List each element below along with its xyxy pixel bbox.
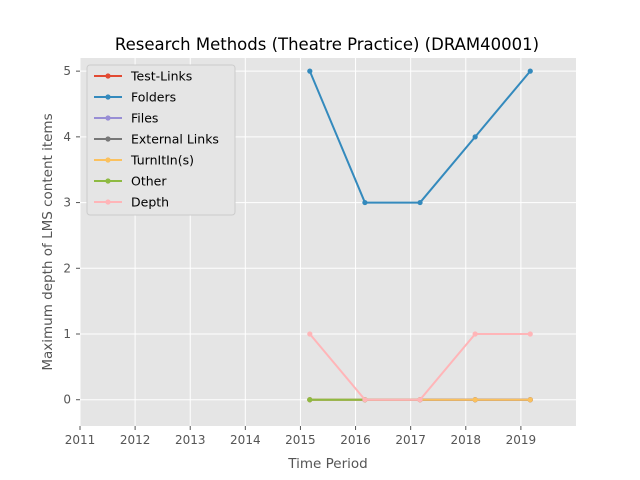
data-point (472, 134, 478, 140)
data-point (472, 397, 478, 403)
legend-marker (105, 94, 111, 100)
data-point (527, 68, 533, 74)
data-point (417, 199, 423, 206)
series-lines (307, 68, 533, 403)
series-folders (307, 68, 533, 206)
legend-label: Files (131, 111, 158, 126)
data-point (417, 397, 423, 403)
legend-label: Depth (131, 195, 169, 210)
axis-ticks: 2011 2012 2013 2014 2015 2016 2017 2018 2019 0 1 2 3… (63, 64, 536, 447)
legend-marker (105, 115, 111, 121)
legend-item: External Links (94, 132, 219, 147)
legend-label: Other (131, 174, 167, 189)
y-tick-label: 0 (63, 393, 71, 407)
legend-marker (105, 73, 111, 79)
y-tick-label: 1 (63, 327, 71, 341)
x-tick-label: 2011 (65, 433, 96, 447)
legend-item: Test-Links (94, 69, 192, 84)
legend-marker (105, 178, 111, 184)
y-tick-label: 5 (63, 64, 71, 78)
y-tick-label: 3 (63, 196, 71, 210)
y-tick-label: 4 (63, 130, 71, 144)
data-point (472, 331, 478, 337)
legend-item: Depth (94, 195, 169, 210)
x-tick-label: 2018 (451, 433, 482, 447)
x-tick-label: 2017 (395, 433, 426, 447)
x-tick-label: 2015 (285, 433, 316, 447)
chart-title: Research Methods (Theatre Practice) (DRA… (115, 35, 539, 54)
series-depth (307, 331, 533, 403)
data-point (307, 397, 313, 403)
data-point (307, 331, 313, 337)
legend: Test-Links Folders Files External Links Turn… (86, 64, 236, 216)
data-point (527, 397, 533, 403)
data-point (307, 68, 313, 74)
data-point (362, 397, 368, 403)
legend-label: External Links (131, 132, 219, 147)
x-tick-label: 2016 (340, 433, 371, 447)
data-point (362, 199, 368, 206)
legend-item: Folders (94, 90, 176, 105)
legend-label: Test-Links (130, 69, 192, 84)
legend-marker (105, 136, 111, 142)
legend-label: TurnItIn(s) (130, 153, 194, 168)
y-tick-label: 2 (63, 261, 71, 275)
x-tick-label: 2013 (175, 433, 206, 447)
legend-item: Other (94, 174, 167, 189)
y-axis-label: Maximum depth of LMS content items (40, 113, 56, 370)
legend-marker (105, 157, 111, 163)
x-axis-label: Time Period (287, 456, 367, 472)
legend-item: TurnItIn(s) (94, 153, 194, 168)
x-tick-label: 2012 (120, 433, 151, 447)
legend-marker (105, 199, 111, 205)
x-tick-label: 2014 (230, 433, 261, 447)
x-tick-label: 2019 (506, 433, 537, 447)
legend-item: Files (94, 111, 158, 126)
legend-box (86, 64, 236, 216)
data-point (527, 331, 533, 337)
legend-label: Folders (131, 90, 176, 105)
